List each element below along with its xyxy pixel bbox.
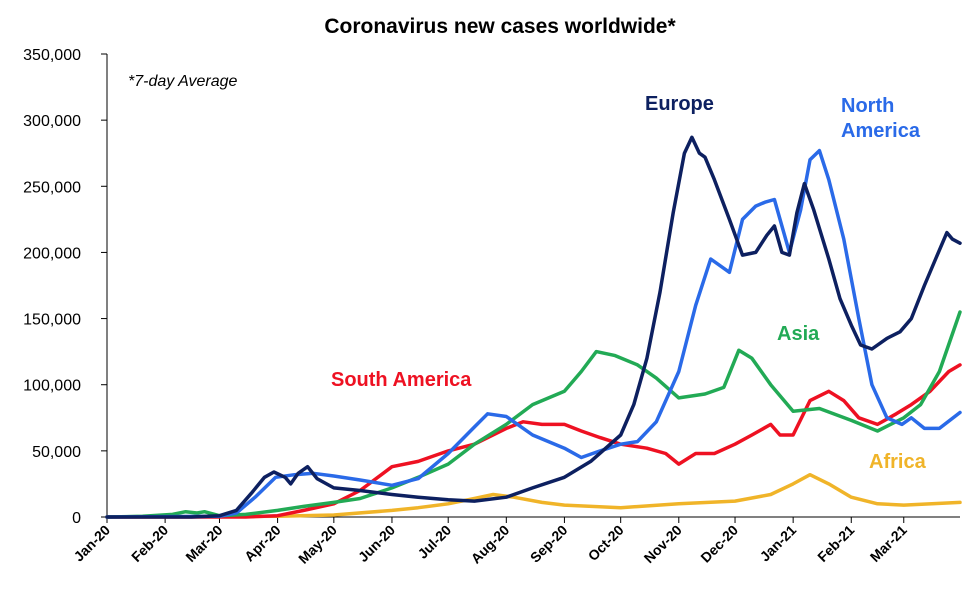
x-tick-label: Aug-20 <box>468 522 513 567</box>
series-label-europe: Europe <box>645 93 714 115</box>
series-line-europe <box>105 135 962 519</box>
x-tick-label: Mar-21 <box>867 522 910 565</box>
x-tick-label: Jul-20 <box>414 522 454 562</box>
x-tick-label: Feb-21 <box>814 522 857 565</box>
series-line-south-america <box>105 363 962 519</box>
x-tick-label: Dec-20 <box>697 522 741 566</box>
series-line-north-america <box>105 148 962 519</box>
series-label-africa: Africa <box>869 451 927 473</box>
y-tick-label: 200,000 <box>23 245 81 262</box>
y-tick-label: 0 <box>72 510 81 527</box>
x-tick-label: Apr-20 <box>241 522 284 565</box>
x-axis-ticks: Jan-20 Feb-20 Mar-20 Apr-20 May-20 Jun-20 Jul-… <box>70 517 910 567</box>
x-tick-label: Sep-20 <box>527 522 571 566</box>
average-note: *7-day Average <box>128 73 238 90</box>
y-tick-label: 100,000 <box>23 378 81 395</box>
series-label-asia: Asia <box>777 323 820 345</box>
x-tick-label: Oct-20 <box>585 522 627 564</box>
y-tick-label: 350,000 <box>23 47 81 64</box>
x-tick-label: Mar-20 <box>182 522 225 565</box>
y-tick-label: 250,000 <box>23 179 81 196</box>
chart-title: Coronavirus new cases worldwide* <box>324 15 676 38</box>
x-tick-label: May-20 <box>295 522 340 567</box>
axes <box>106 54 960 518</box>
y-axis-ticks: 0 50,000 100,000 150,000 200,000 250,000 300,0… <box>23 47 107 527</box>
series-labels: Europe North America Asia South America Afric… <box>331 93 927 473</box>
y-tick-label: 150,000 <box>23 312 81 329</box>
x-tick-label: Jan-21 <box>757 522 800 565</box>
series-lines <box>105 135 962 519</box>
x-tick-label: Feb-20 <box>128 522 171 565</box>
x-tick-label: Jan-20 <box>70 522 113 565</box>
series-label-north-america: North America <box>841 95 921 142</box>
x-tick-label: Jun-20 <box>355 522 398 565</box>
series-label-south-america: South America <box>331 369 472 391</box>
x-tick-label: Nov-20 <box>641 522 685 566</box>
series-line-africa <box>105 472 962 519</box>
y-tick-label: 300,000 <box>23 113 81 130</box>
y-tick-label: 50,000 <box>32 444 81 461</box>
